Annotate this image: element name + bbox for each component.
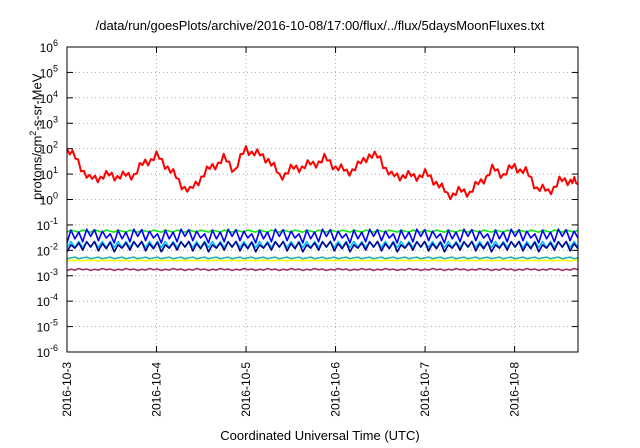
y-tick-label-exp: 0 [53,191,58,201]
y-tick-label-exp: -1 [50,216,58,226]
y-tick-label-base: 10 [37,244,51,258]
y-tick-label-base: 10 [40,92,54,106]
y-axis-label: protons/cm2-s-sr-MeV [28,74,44,200]
x-axis-label: Coordinated Universal Time (UTC) [220,428,420,443]
x-tick-label: 2016-10-4 [150,362,164,417]
y-tick-label-base: 10 [37,270,51,284]
plot-frame [66,46,579,353]
series-line [66,267,579,272]
y-tick-label-base: 10 [40,41,54,55]
y-tick-label-base: 10 [40,66,54,80]
y-tick-label: 10-5 [37,318,58,335]
y-tick-label: 103 [40,114,58,131]
y-tick-label-base: 10 [37,346,51,360]
series-line [66,256,579,260]
y-tick-label-exp: 1 [53,165,58,175]
y-tick-label: 10-6 [37,343,58,360]
y-tick-label-base: 10 [40,117,54,131]
y-tick-label-exp: -5 [50,318,58,328]
x-tick-label: 2016-10-8 [508,362,522,417]
series-line [66,145,579,201]
y-tick-label-exp: 3 [53,114,58,124]
y-tick-label-exp: -4 [50,292,58,302]
x-tick-label: 2016-10-7 [418,362,432,417]
y-tick-label: 10-3 [37,267,58,284]
y-tick-label-base: 10 [40,194,54,208]
chart-title: /data/run/goesPlots/archive/2016-10-08/1… [95,18,545,33]
y-tick-label-base: 10 [40,168,54,182]
y-axis-label-base: protons/cm [29,135,45,200]
y-tick-label: 101 [40,165,58,182]
y-tick-label: 100 [40,191,58,208]
y-tick-label-exp: 4 [53,89,58,99]
y-tick-label-exp: -6 [50,343,58,353]
y-tick-label: 104 [40,89,58,106]
series-line [66,240,579,253]
y-tick-label-exp: -3 [50,267,58,277]
x-tick-label: 2016-10-6 [329,362,343,417]
y-tick-label: 10-1 [37,216,58,233]
y-tick-label-base: 10 [37,219,51,233]
y-tick-label: 102 [40,140,58,157]
y-tick-label-exp: -2 [50,241,58,251]
series-line [66,228,579,244]
y-tick-label: 10-2 [37,241,58,258]
series-line [66,259,579,262]
y-tick-label-base: 10 [37,321,51,335]
y-tick-label-base: 10 [40,143,54,157]
grid-lines [66,46,578,353]
x-tick-label: 2016-10-3 [60,362,74,417]
y-tick-label-exp: 2 [53,140,58,150]
y-tick-label-exp: 6 [53,38,58,48]
y-tick-label-base: 10 [37,295,51,309]
y-tick-label-exp: 5 [53,63,58,73]
y-tick-label: 10-4 [37,292,58,309]
y-tick-label: 106 [40,38,58,55]
y-tick-label: 105 [40,63,58,80]
x-tick-label: 2016-10-5 [239,362,253,417]
y-axis-label-rest: -s-sr-MeV [29,73,45,131]
y-axis-label-exp: 2 [28,130,38,136]
